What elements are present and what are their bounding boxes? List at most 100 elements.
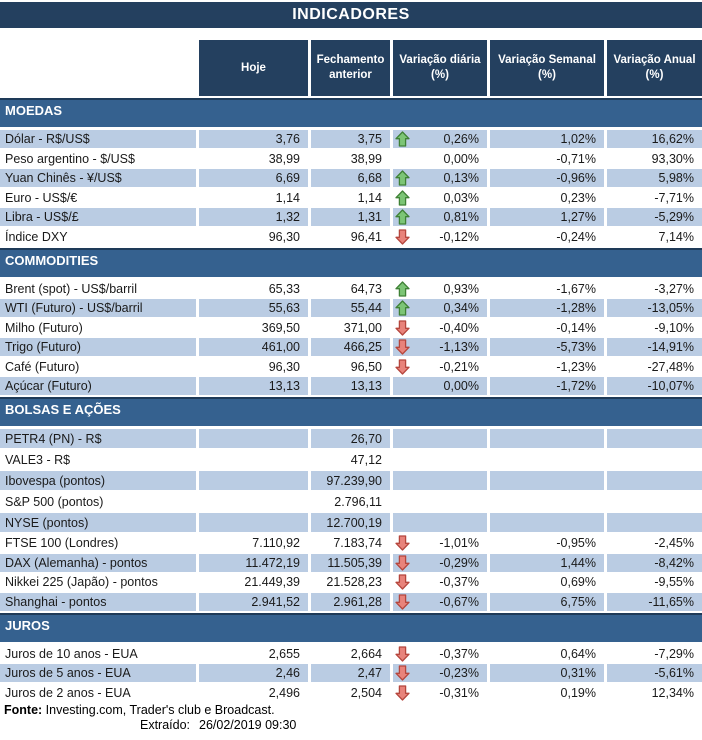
table-row: WTI (Futuro) - US$/barril 55,63 55,44 0,34%… [0,299,702,317]
table-row: Juros de 5 anos - EUA 2,46 2,47 -0,23% 0,31%… [0,664,702,682]
hoje-cell: 1,32 [199,208,308,226]
hoje-cell: 461,00 [199,338,308,356]
variacao-diaria-cell: 0,13% [393,169,487,187]
table-row: PETR4 (PN) - R$ 26,70 [0,429,702,448]
down-arrow-icon [395,593,410,610]
down-arrow [395,358,411,375]
label-cell: Milho (Futuro) [5,320,83,335]
fechamento-anterior-cell: 1,31 [311,208,390,226]
variacao-diaria-cell: -0,37% [393,645,487,663]
variacao-diaria-cell: -0,37% [393,573,487,591]
variacao-semanal-cell: 0,31% [490,664,604,682]
variacao-anual-cell: -9,55% [654,575,694,589]
variacao-anual-cell: 5,98% [607,169,702,187]
variacao-diaria-value: 0,00% [443,379,479,393]
variacao-semanal-cell: 1,44% [490,553,604,572]
fechamento-anterior-cell: 26,70 [311,429,390,448]
table-row: Shanghai - pontos 2.941,52 2.961,28 -0,67% 6… [0,592,702,611]
variacao-diaria-cell: 0,00% [393,377,487,395]
label-cell: Euro - US$/€ [5,190,78,205]
variacao-diaria-cell: -0,23% [393,664,487,682]
variacao-semanal-cell: 0,64% [560,646,596,661]
variacao-anual-cell: -27,48% [647,359,694,374]
variacao-diaria-value: 0,93% [443,281,479,296]
up-arrow-icon [395,209,410,225]
up-arrow-icon [395,170,410,186]
variacao-diaria-cell: -1,13% [393,338,487,356]
variacao-semanal-cell: -0,96% [490,169,604,187]
variacao-anual-cell: -11,65% [607,592,702,611]
column-header-hoje: Hoje [199,40,308,96]
hoje-cell: 2,46 [199,664,308,682]
variacao-anual-cell [607,513,702,532]
section-header-juros: JUROS [0,612,702,642]
table-row: Ibovespa (pontos) 97.239,90 [0,471,702,490]
hoje-cell: 2.941,52 [199,592,308,611]
column-header-variacao-semanal: Variação Semanal (%) [490,40,604,96]
variacao-diaria-cell: -0,31% [393,684,487,702]
fechamento-anterior-cell: 21.528,23 [326,575,382,589]
table-row: Libra - US$/£ 1,32 1,31 0,81% 1,27% -5,29% [0,208,702,226]
up-arrow [395,170,411,186]
fechamento-anterior-cell: 96,50 [350,359,382,374]
label-cell: VALE3 - R$ [5,452,71,467]
fechamento-anterior-cell: 12.700,19 [311,513,390,532]
variacao-diaria-value: 0,00% [443,151,479,166]
variacao-semanal-cell: -1,23% [556,359,596,374]
fechamento-anterior-cell: 2,504 [350,685,382,700]
label-cell: WTI (Futuro) - US$/barril [0,299,196,317]
down-arrow-icon [395,319,410,336]
variacao-diaria-cell [393,513,487,532]
hoje-cell: 13,13 [199,377,308,395]
variacao-anual-cell: 7,14% [658,229,694,244]
column-header-row: Hoje Fechamento anterior Variação diária… [0,40,702,96]
fechamento-anterior-cell: 466,25 [311,338,390,356]
table-row: VALE3 - R$ 47,12 [0,450,702,469]
hoje-cell [199,492,308,511]
up-arrow [395,189,411,206]
hoje-cell: 6,69 [199,169,308,187]
label-cell: Juros de 2 anos - EUA [5,685,131,700]
down-arrow-icon [395,535,410,551]
arrow-placeholder [395,151,411,167]
column-header-fechamento-anterior: Fechamento anterior [311,40,390,96]
variacao-diaria-cell: -0,67% [393,592,487,611]
source-label: Fonte: [4,703,43,717]
up-arrow-icon [395,189,410,206]
label-cell: Dólar - R$/US$ [0,130,196,148]
label-cell: Café (Futuro) [5,359,80,374]
fechamento-anterior-cell: 47,12 [350,452,382,467]
variacao-anual-cell: -5,61% [607,664,702,682]
label-cell: S&P 500 (pontos) [5,494,104,509]
variacao-semanal-cell: -1,72% [490,377,604,395]
up-arrow [395,300,411,316]
fechamento-anterior-cell: 371,00 [343,320,382,335]
page-title: INDICADORES [0,2,702,28]
variacao-diaria-cell: 0,93% [393,280,487,298]
down-arrow-icon [395,645,410,662]
down-arrow [395,228,411,245]
fechamento-anterior-cell: 55,44 [311,299,390,317]
table-row: S&P 500 (pontos) 2.796,11 [0,492,702,511]
variacao-diaria-cell: -0,12% [393,228,487,246]
label-cell: DAX (Alemanha) - pontos [0,553,196,572]
variacao-anual-cell [607,492,702,511]
down-arrow-icon [395,574,410,590]
down-arrow-icon [395,684,410,701]
fechamento-anterior-cell: 11.505,39 [311,553,390,572]
variacao-diaria-value: -0,31% [439,685,479,700]
variacao-anual-cell: -8,42% [607,553,702,572]
hoje-cell: 96,30 [268,229,300,244]
hoje-cell: 2,496 [268,685,300,700]
variacao-anual-cell: -7,71% [654,190,694,205]
variacao-diaria-cell [393,492,487,511]
variacao-diaria-cell [393,450,487,469]
label-cell: Shanghai - pontos [0,592,196,611]
label-cell: Juros de 10 anos - EUA [5,646,138,661]
variacao-diaria-value: 0,26% [443,132,479,146]
variacao-diaria-cell: 0,34% [393,299,487,317]
label-cell: Açúcar (Futuro) [0,377,196,395]
hoje-cell [199,471,308,490]
label-cell: Peso argentino - $/US$ [5,151,135,166]
section-header-commodities: COMMODITIES [0,247,702,277]
